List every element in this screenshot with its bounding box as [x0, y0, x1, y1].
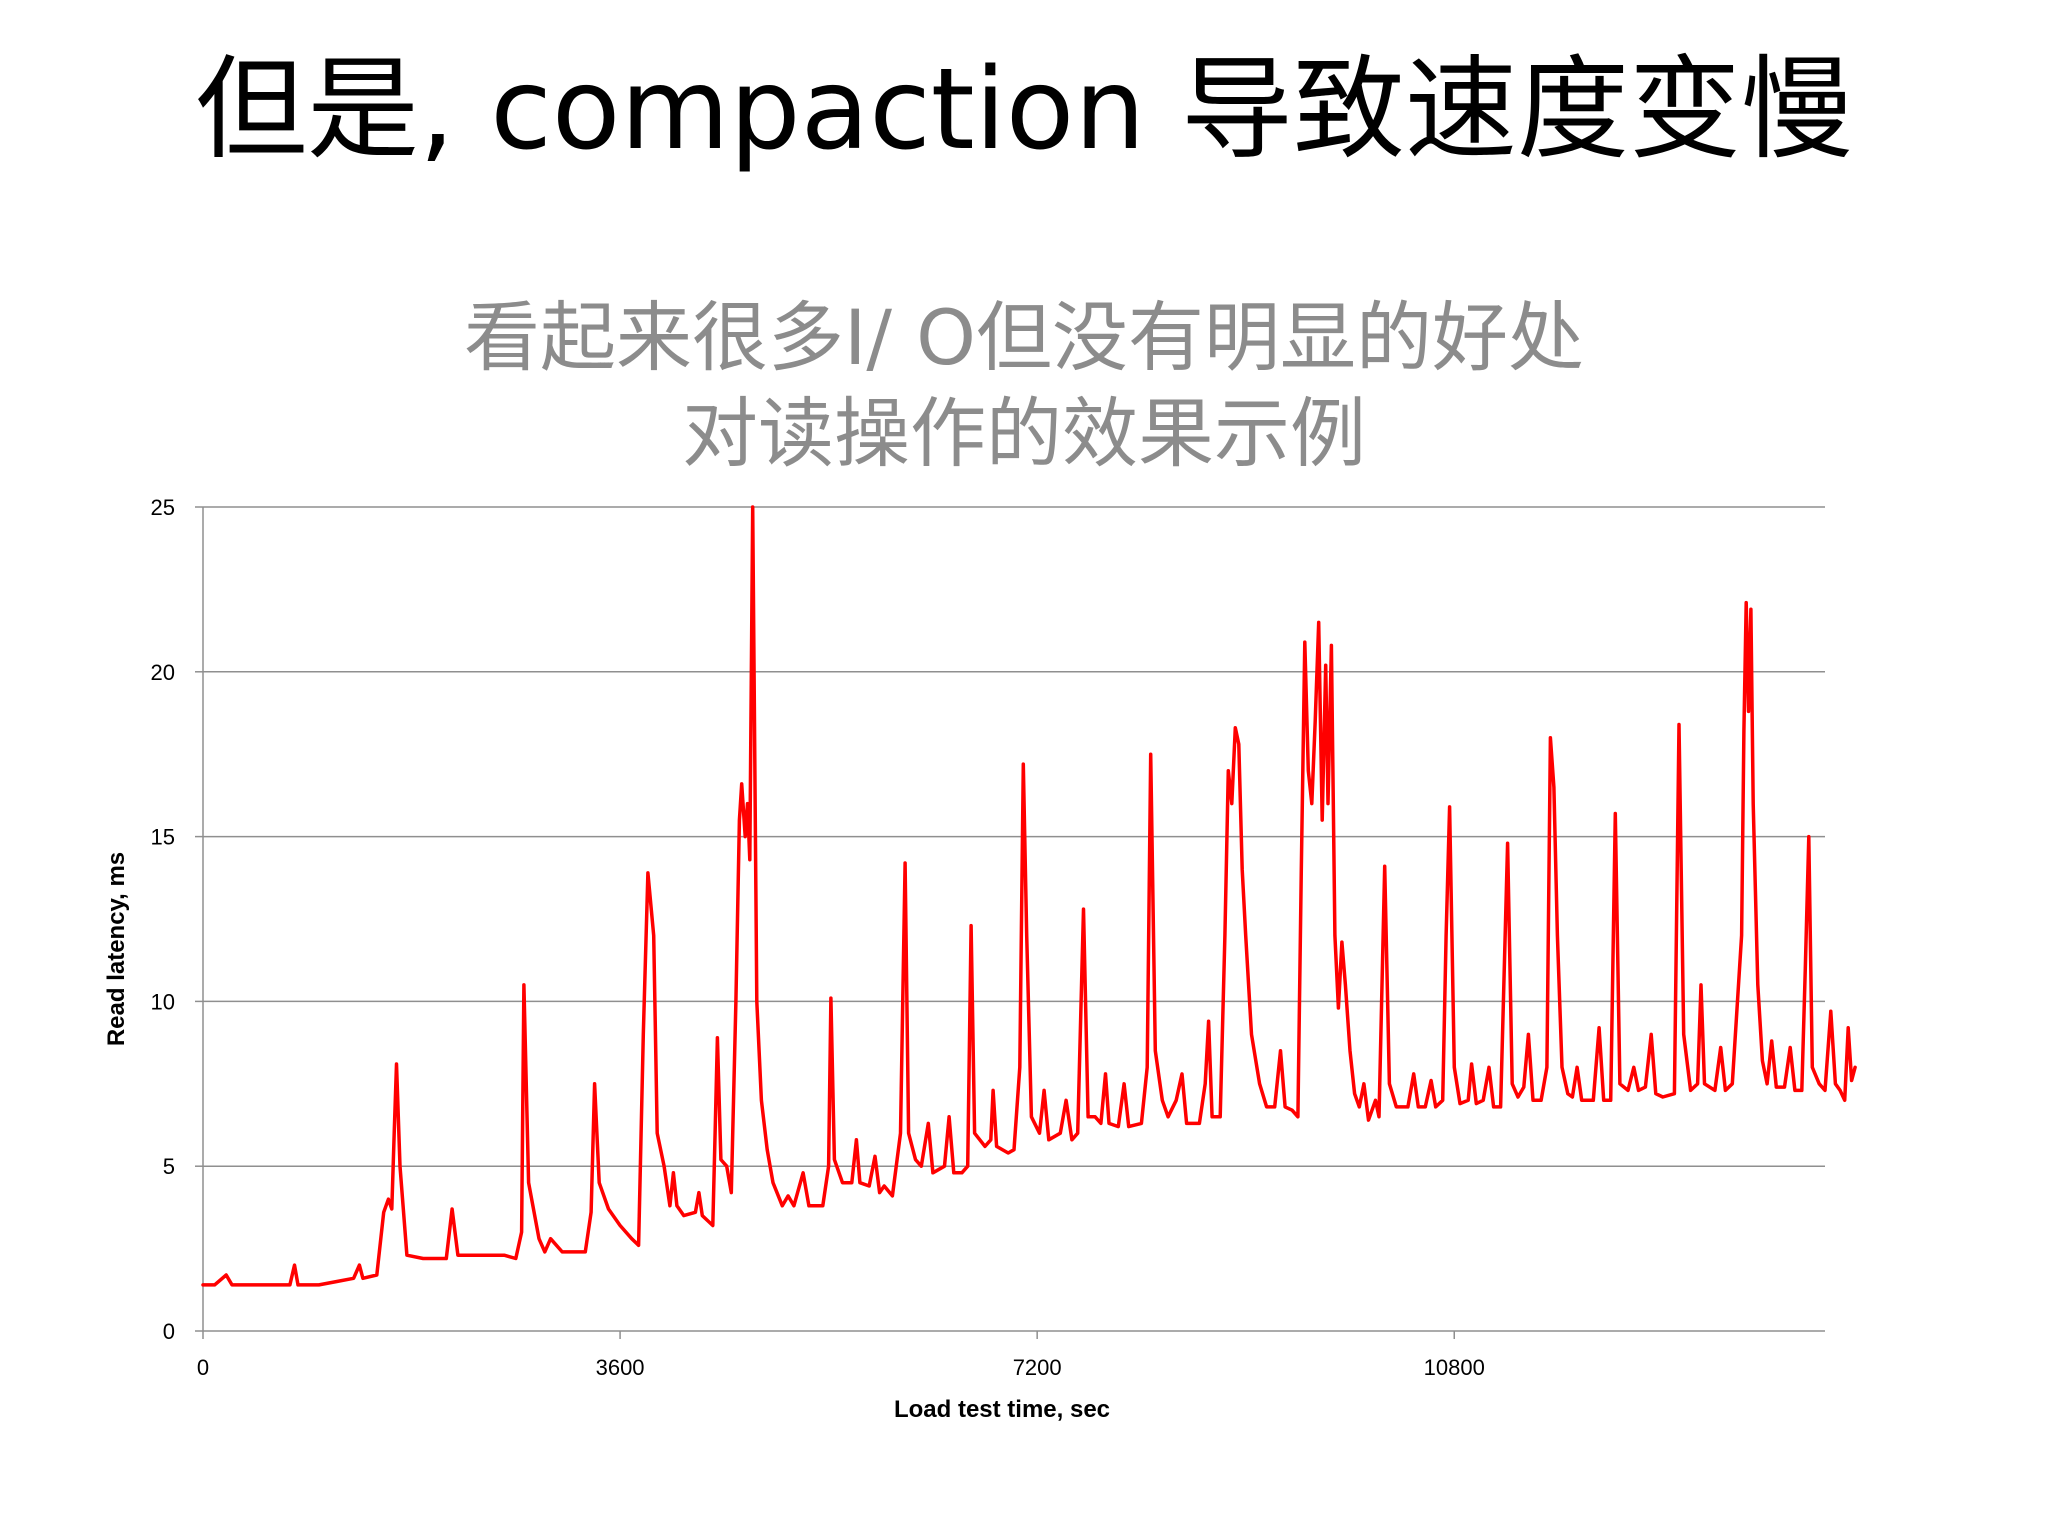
y-tick-label: 20 — [151, 660, 175, 685]
chart-title-line-1: 看起来很多I/ O但没有明显的好处 — [464, 293, 1584, 382]
y-tick-label: 5 — [163, 1154, 175, 1179]
y-tick-label: 0 — [163, 1319, 175, 1344]
chart-title-line-2: 对读操作的效果示例 — [682, 389, 1366, 478]
chart-title: 看起来很多I/ O但没有明显的好处 对读操作的效果示例 — [0, 290, 2048, 482]
x-tick-label: 7200 — [1013, 1355, 1062, 1380]
series — [201, 505, 1857, 1287]
y-axis-label: Read latency, ms — [103, 852, 130, 1046]
x-tick-label: 0 — [197, 1355, 209, 1380]
series-line — [201, 505, 1857, 1287]
tick-labels: 0 5 10 15 20 25 0 3600 7200 10800 — [151, 495, 1485, 1380]
y-tick-label: 25 — [151, 495, 175, 520]
slide-title: 但是, compaction 导致速度变慢 — [195, 45, 1853, 175]
axes — [195, 506, 1825, 1339]
x-tick-label: 10800 — [1424, 1355, 1485, 1380]
x-axis-label: Load test time, sec — [894, 1396, 1110, 1423]
grid-lines — [203, 506, 1825, 1167]
y-tick-label: 15 — [151, 825, 175, 850]
x-tick-label: 3600 — [596, 1355, 645, 1380]
y-tick-label: 10 — [151, 989, 175, 1014]
